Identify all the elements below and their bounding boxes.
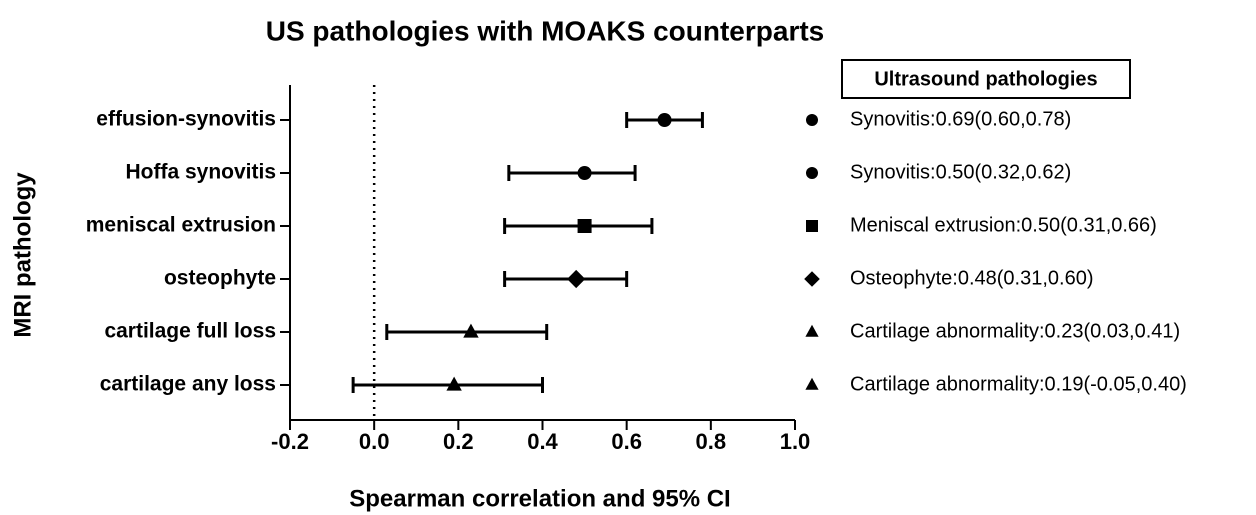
point <box>577 166 592 180</box>
legend-label: Synovitis:0.69(0.60,0.78) <box>850 108 1071 130</box>
x-tick-label: 0.8 <box>696 429 727 454</box>
legend-label: Cartilage abnormality:0.23(0.03,0.41) <box>850 320 1180 342</box>
x-tick-label: -0.2 <box>271 429 309 454</box>
legend-marker <box>805 377 819 390</box>
legend-label: Synovitis:0.50(0.32,0.62) <box>850 161 1071 183</box>
chart-title: US pathologies with MOAKS counterparts <box>266 15 824 46</box>
y-tick-label: cartilage full loss <box>104 320 276 343</box>
point <box>577 219 592 233</box>
legend-title-box <box>841 59 1131 99</box>
legend-marker <box>806 114 818 126</box>
y-tick-label: meniscal extrusion <box>86 214 276 237</box>
legend-label: Meniscal extrusion:0.50(0.31,0.66) <box>850 214 1157 236</box>
y-tick-label: cartilage any loss <box>100 373 276 396</box>
point <box>446 376 462 391</box>
x-tick-label: 0.0 <box>359 429 390 454</box>
y-tick-label: Hoffa synovitis <box>125 161 276 184</box>
legend-marker <box>805 324 819 337</box>
legend-marker <box>806 167 818 179</box>
y-tick-label: osteophyte <box>164 267 276 290</box>
legend-label: Cartilage abnormality:0.19(-0.05,0.40) <box>850 373 1187 395</box>
legend-label: Osteophyte:0.48(0.31,0.60) <box>850 267 1094 289</box>
point <box>463 323 479 338</box>
y-tick-label: effusion-synovitis <box>96 108 276 131</box>
legend-title: Ultrasound pathologies <box>874 68 1097 90</box>
x-tick-label: 0.2 <box>443 429 474 454</box>
legend-marker <box>806 220 818 232</box>
x-tick-label: 0.6 <box>611 429 642 454</box>
point <box>657 113 672 127</box>
legend-marker <box>804 271 820 287</box>
x-axis-label: Spearman correlation and 95% CI <box>349 485 730 512</box>
x-tick-label: 0.4 <box>527 429 558 454</box>
y-axis-label: MRI pathology <box>9 172 36 338</box>
x-tick-label: 1.0 <box>780 429 811 454</box>
point <box>567 269 586 289</box>
